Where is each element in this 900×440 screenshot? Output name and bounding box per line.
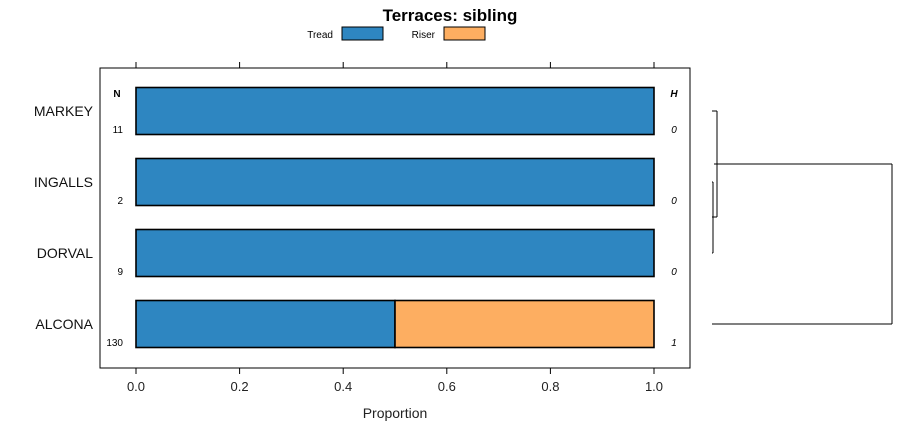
legend-swatch-tread bbox=[341, 26, 384, 41]
x-axis: 0.0 0.2 0.4 0.6 0.8 1.0 bbox=[127, 62, 663, 394]
legend: Tread Riser bbox=[307, 26, 486, 41]
n-value: 130 bbox=[106, 338, 123, 349]
category-label-markey: MARKEY bbox=[34, 103, 94, 119]
x-tick-label: 0.6 bbox=[438, 379, 456, 394]
n-value: 9 bbox=[117, 267, 123, 278]
legend-label-tread: Tread bbox=[307, 30, 333, 41]
h-value: 0 bbox=[671, 125, 677, 136]
bar-alcona-riser bbox=[394, 299, 655, 349]
bar-ingalls-tread bbox=[135, 157, 655, 207]
bar-alcona-tread bbox=[135, 299, 396, 349]
x-tick-label: 0.0 bbox=[127, 379, 145, 394]
n-value: 2 bbox=[117, 196, 123, 207]
x-tick-label: 0.8 bbox=[541, 379, 559, 394]
x-tick-label: 0.2 bbox=[231, 379, 249, 394]
category-label-dorval: DORVAL bbox=[37, 245, 93, 261]
plot-frame bbox=[99, 67, 691, 369]
bar-dorval-tread bbox=[135, 228, 655, 278]
category-label-ingalls: INGALLS bbox=[34, 174, 93, 190]
annotations: N H 11 2 9 130 0 0 0 1 bbox=[106, 89, 678, 349]
h-value: 0 bbox=[671, 196, 677, 207]
h-header: H bbox=[670, 89, 678, 100]
legend-label-riser: Riser bbox=[412, 30, 436, 41]
bar-markey-tread bbox=[135, 86, 655, 136]
chart-title: Terraces: sibling bbox=[383, 6, 518, 25]
bars bbox=[135, 86, 655, 349]
n-header: N bbox=[113, 89, 120, 100]
h-value: 1 bbox=[671, 338, 677, 349]
category-labels: MARKEY INGALLS DORVAL ALCONA bbox=[34, 103, 94, 332]
n-value: 11 bbox=[113, 125, 124, 136]
x-tick-label: 0.4 bbox=[334, 379, 352, 394]
h-value: 0 bbox=[671, 267, 677, 278]
dendrogram bbox=[712, 110, 893, 325]
x-tick-label: 1.0 bbox=[645, 379, 663, 394]
x-axis-label: Proportion bbox=[363, 405, 428, 421]
category-label-alcona: ALCONA bbox=[35, 316, 93, 332]
legend-swatch-riser bbox=[443, 26, 486, 41]
